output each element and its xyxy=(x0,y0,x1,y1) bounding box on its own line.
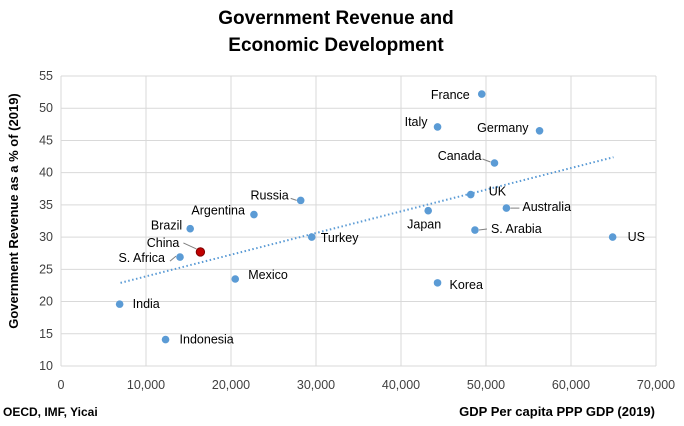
point-australia xyxy=(502,204,511,212)
y-tick-label: 25 xyxy=(39,262,53,276)
point-indonesia xyxy=(161,335,170,344)
y-tick-label: 35 xyxy=(39,198,53,212)
label-australia: Australia xyxy=(522,200,571,214)
leader-line-china xyxy=(183,242,197,250)
x-tick-label: 20,000 xyxy=(212,378,250,392)
point-brazil xyxy=(186,224,194,233)
point-us xyxy=(608,233,617,241)
point-italy xyxy=(433,123,442,131)
label-japan: Japan xyxy=(407,218,441,232)
y-tick-label: 40 xyxy=(39,166,53,180)
point-china xyxy=(195,247,206,257)
gridlines xyxy=(60,75,657,367)
x-tick-label: 0 xyxy=(58,378,65,392)
x-tick-label: 50,000 xyxy=(467,378,505,392)
leader-lines xyxy=(169,158,520,262)
label-s-arabia: S. Arabia xyxy=(491,222,542,236)
chart-title-line-1: Government Revenue and xyxy=(218,8,453,29)
data-points xyxy=(115,90,617,344)
point-korea xyxy=(433,279,442,287)
y-tick-label: 10 xyxy=(39,359,53,373)
label-russia: Russia xyxy=(250,188,288,202)
point-india xyxy=(115,300,124,308)
chart-title-line-2: Economic Development xyxy=(228,35,444,56)
point-uk xyxy=(466,190,475,199)
point-canada xyxy=(490,159,499,167)
source-note: OECD, IMF, Yicai xyxy=(3,405,98,419)
label-s-africa: S. Africa xyxy=(118,251,165,265)
label-germany: Germany xyxy=(477,121,529,135)
point-germany xyxy=(535,126,544,135)
leader-line-russia xyxy=(290,197,297,201)
label-turkey: Turkey xyxy=(321,231,359,245)
y-axis-ticks: 10 15 20 25 30 35 40 45 50 55 xyxy=(39,69,53,373)
label-uk: UK xyxy=(489,185,507,199)
point-s-arabia xyxy=(471,226,479,234)
point-turkey xyxy=(307,233,316,241)
y-tick-label: 15 xyxy=(39,327,53,341)
y-tick-label: 55 xyxy=(39,69,53,83)
leader-line-s-arabia xyxy=(478,228,488,231)
y-tick-label: 45 xyxy=(39,133,53,147)
label-china: China xyxy=(147,236,180,250)
y-tick-label: 30 xyxy=(39,230,53,244)
leader-line-canada xyxy=(482,158,491,163)
label-canada: Canada xyxy=(438,149,482,163)
label-mexico: Mexico xyxy=(248,268,288,282)
point-france xyxy=(477,90,486,98)
point-mexico xyxy=(231,275,240,283)
x-tick-label: 10,000 xyxy=(127,378,165,392)
x-tick-label: 30,000 xyxy=(297,378,335,392)
x-tick-label: 70,000 xyxy=(637,378,675,392)
point-s-africa xyxy=(176,253,184,261)
x-axis-ticks: 0 10,000 20,000 30,000 40,000 50,000 60,000 70,… xyxy=(58,378,676,392)
label-italy: Italy xyxy=(405,115,429,129)
point-russia xyxy=(296,196,305,205)
label-india: India xyxy=(133,297,160,311)
x-tick-label: 60,000 xyxy=(552,378,590,392)
trendline xyxy=(120,156,614,284)
point-argentina xyxy=(250,210,258,219)
label-france: France xyxy=(431,88,470,102)
leader-line-s-africa xyxy=(169,255,177,262)
label-argentina: Argentina xyxy=(191,204,245,218)
x-tick-label: 40,000 xyxy=(382,378,420,392)
y-tick-label: 50 xyxy=(39,101,53,115)
label-korea: Korea xyxy=(450,278,483,292)
y-tick-label: 20 xyxy=(39,295,53,309)
label-brazil: Brazil xyxy=(151,219,182,233)
label-us: US xyxy=(628,230,645,244)
label-indonesia: Indonesia xyxy=(180,333,234,347)
x-axis-label: GDP Per capita PPP GDP (2019) xyxy=(459,404,655,419)
y-axis-label: Government Revenue as a % of (2019) xyxy=(6,93,21,329)
point-japan xyxy=(424,206,433,215)
